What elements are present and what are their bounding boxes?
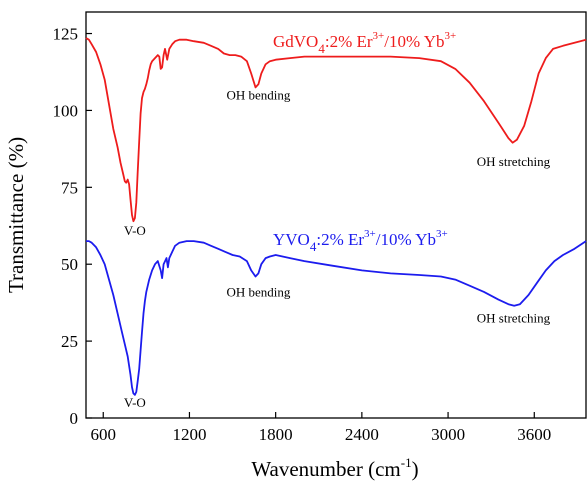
- legend-label-part: 3+: [436, 228, 448, 240]
- annotation-label: OH stretching: [477, 311, 551, 326]
- annotation-label: OH bending: [226, 285, 290, 300]
- legend-label-part: 3+: [373, 30, 385, 42]
- annotation-label: OH bending: [226, 88, 290, 103]
- annotation-layer: V-O OH bending OH stretching V-O OH bending O…: [124, 88, 551, 411]
- x-tick-label: 1800: [259, 425, 293, 444]
- x-tick-label: 1200: [172, 425, 206, 444]
- legend-entry-yvo4: YVO4:2% Er3+/10% Yb3+: [273, 228, 448, 254]
- x-tick-label: 3600: [517, 425, 551, 444]
- y-tick-label: 0: [70, 409, 79, 428]
- y-tick-label: 50: [61, 255, 78, 274]
- y-tick-label: 25: [61, 332, 78, 351]
- legend-label-part: /10% Yb: [384, 32, 444, 51]
- legend-label-part: 4: [310, 239, 317, 254]
- y-tick-label: 75: [61, 178, 78, 197]
- annotation-label: OH stretching: [477, 154, 551, 169]
- legend-label-part: /10% Yb: [376, 230, 436, 249]
- legend-entry-gdvo4: GdVO4:2% Er3+/10% Yb3+: [273, 30, 456, 56]
- series-layer: [85, 37, 587, 396]
- legend-label-part: 3+: [364, 228, 376, 240]
- y-axis-title: Transmittance (%): [4, 137, 28, 293]
- y-axis-ticks: 0 25 50 75 100 125: [53, 25, 92, 428]
- x-tick-label: 2400: [345, 425, 379, 444]
- x-axis-title-superscript: -1: [401, 455, 412, 470]
- legend-label-part: YVO: [273, 230, 310, 249]
- annotation-label: V-O: [124, 395, 146, 410]
- x-tick-label: 3000: [431, 425, 465, 444]
- x-axis-title-close: ): [412, 457, 419, 481]
- legend-label-part: GdVO: [273, 32, 318, 51]
- annotation-label: V-O: [124, 223, 146, 238]
- x-axis-title: Wavenumber (cm-1): [251, 455, 418, 481]
- x-axis-title-text: Wavenumber (cm: [251, 457, 400, 481]
- y-tick-label: 100: [53, 101, 79, 120]
- legend-label-part: :2% Er: [316, 230, 364, 249]
- legend-label-part: :2% Er: [325, 32, 373, 51]
- series-line-0: [85, 37, 587, 223]
- legend-label-part: 3+: [445, 30, 457, 42]
- series-line-1: [86, 240, 587, 396]
- legend-label-part: 4: [318, 41, 325, 56]
- x-axis-ticks: 600 1200 1800 2400 3000 3600: [90, 412, 551, 444]
- x-tick-label: 600: [90, 425, 116, 444]
- y-tick-label: 125: [53, 25, 79, 44]
- plot-frame: [85, 11, 587, 419]
